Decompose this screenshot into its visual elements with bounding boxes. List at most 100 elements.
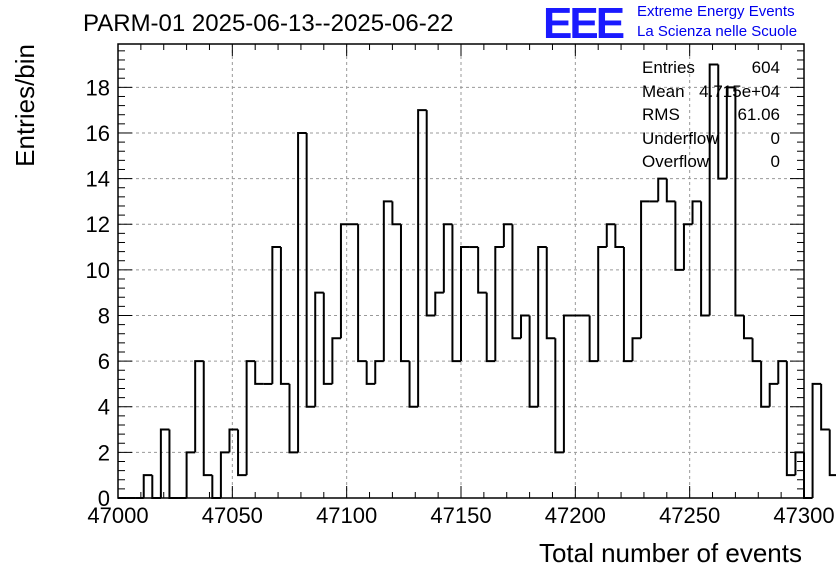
y-tick-label: 18 — [86, 75, 110, 100]
y-tick-label: 2 — [98, 440, 110, 465]
stats-row-rms: RMS 61.06 — [642, 105, 780, 129]
histogram-bin — [725, 86, 736, 179]
stats-label: RMS — [642, 105, 680, 124]
histogram-bin — [185, 451, 196, 498]
stats-row-underflow: Underflow 0 — [642, 129, 780, 153]
histogram-bin — [365, 361, 376, 385]
histogram-bin — [288, 383, 299, 454]
histogram-bin — [682, 223, 693, 270]
histogram-bin — [708, 63, 719, 316]
x-tick-label: 47250 — [659, 503, 720, 528]
histogram-bin — [742, 315, 753, 340]
histogram-bin — [399, 224, 410, 363]
histogram-bin — [194, 360, 204, 453]
histogram-bin — [322, 292, 333, 385]
histogram-bin — [665, 178, 676, 203]
histogram-bin — [485, 292, 496, 363]
histogram-bin — [202, 361, 213, 477]
stats-row-overflow: Overflow 0 — [642, 152, 780, 176]
stats-label: Overflow — [642, 152, 710, 171]
logo-caption-line2: La Scienza nelle Scuole — [637, 23, 798, 40]
stats-value: 0 — [770, 128, 780, 148]
histogram-bin — [794, 451, 804, 476]
y-tick-label: 4 — [98, 395, 110, 420]
histogram-bin — [545, 247, 556, 340]
histogram-bin — [451, 224, 461, 363]
y-tick-label: 16 — [86, 121, 110, 146]
stats-label: Underflow — [642, 128, 719, 148]
stats-label: Entries — [642, 58, 695, 77]
x-tick-label: 47150 — [430, 503, 491, 528]
histogram-bin — [305, 132, 316, 408]
chart-title: PARM-01 2025-06-13--2025-06-22 — [83, 10, 454, 37]
histogram-bin — [700, 201, 710, 317]
histogram-bin — [734, 87, 744, 317]
histogram-bin — [614, 224, 624, 249]
eee-logo: EEE — [543, 0, 625, 48]
histogram-bin — [777, 360, 787, 384]
histogram-bin — [391, 201, 401, 226]
histogram-bin — [434, 291, 444, 316]
histogram-bin — [751, 338, 762, 363]
y-axis-label: Entries/bin — [10, 44, 40, 167]
histogram-bin — [631, 337, 642, 362]
histogram-bin — [211, 475, 221, 499]
histogram-bin — [605, 223, 616, 248]
histogram-bin — [151, 475, 161, 499]
stats-box: Entries 604 Mean 4.715e+04 RMS 61.06 Und… — [642, 58, 780, 176]
y-tick-label: 10 — [86, 258, 110, 283]
x-tick-label: 47300 — [773, 503, 834, 528]
stats-value: 4.715e+04 — [699, 81, 780, 101]
histogram-bin — [408, 361, 419, 408]
histogram-bin — [142, 474, 153, 498]
histogram-bin — [425, 110, 436, 317]
histogram-bin — [168, 429, 179, 499]
histogram-bin — [382, 200, 393, 362]
x-tick-label: 47050 — [202, 503, 263, 528]
logo-caption-line1: Extreme Energy Events — [637, 3, 795, 20]
histogram-bin — [785, 361, 796, 477]
histogram-bin — [219, 451, 230, 498]
histogram-bin — [691, 200, 702, 225]
histogram-bin — [279, 247, 290, 385]
histogram-bin — [245, 360, 256, 476]
histogram-bin — [803, 452, 813, 499]
stats-label: Mean — [642, 81, 685, 101]
histogram-bin — [254, 361, 264, 385]
histogram-bin — [768, 382, 779, 407]
histogram-bin — [502, 223, 513, 248]
histogram-bin — [271, 246, 281, 384]
stats-value: 604 — [751, 58, 780, 77]
histogram-bin — [562, 314, 573, 453]
histogram-bin — [477, 247, 487, 294]
histogram-bin — [811, 382, 822, 498]
histogram-bin — [331, 337, 341, 384]
x-axis-label: Total number of events — [539, 538, 802, 568]
histogram-bin — [314, 291, 324, 407]
y-tick-label: 14 — [86, 167, 110, 192]
x-tick-label: 47200 — [545, 503, 606, 528]
histogram-bin — [297, 131, 307, 453]
histogram-bin — [657, 177, 667, 202]
histogram-bin — [717, 64, 727, 180]
histogram-bin — [159, 428, 170, 498]
stats-value: 61.06 — [737, 105, 780, 124]
histogram-bin — [417, 109, 427, 407]
histogram-bin — [357, 224, 367, 363]
histogram-bin — [228, 428, 239, 453]
histogram-bin — [511, 224, 522, 340]
histogram-bin — [820, 383, 830, 431]
histogram-bin — [640, 200, 650, 339]
y-tick-label: 12 — [86, 212, 110, 237]
histogram-bin — [588, 315, 599, 363]
histogram-bin — [442, 223, 453, 293]
histogram-bin — [828, 429, 836, 477]
x-tick-label: 47000 — [87, 503, 148, 528]
stats-row-entries: Entries 604 — [642, 58, 780, 82]
histogram-bin — [528, 315, 539, 408]
histogram-bin — [460, 246, 470, 362]
histogram-bin — [674, 201, 684, 271]
histogram-bin — [520, 314, 530, 339]
histogram-bin — [554, 338, 564, 454]
